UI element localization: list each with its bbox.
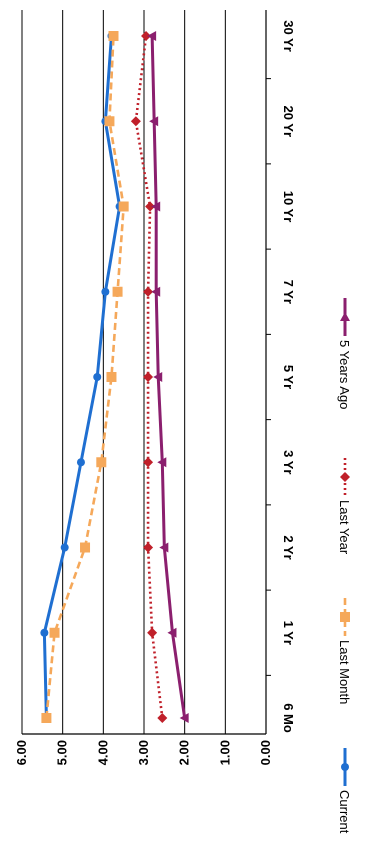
data-point <box>151 201 161 212</box>
category-label: 2 Yr <box>281 535 296 559</box>
legend-marker <box>340 612 350 622</box>
series-layer <box>40 31 189 723</box>
data-point <box>145 201 156 212</box>
legend-entry: 5 Years Ago <box>337 298 352 409</box>
legend-label: Last Year <box>337 500 352 555</box>
category-label: 10 Yr <box>281 191 296 223</box>
category-label: 20 Yr <box>281 105 296 137</box>
category-label: 7 Yr <box>281 280 296 304</box>
data-point <box>60 543 69 552</box>
legend-entry: Last Year <box>337 458 352 555</box>
data-point <box>143 286 154 297</box>
series-last-month <box>41 31 129 723</box>
series-last-year <box>130 31 168 723</box>
data-point <box>141 31 152 41</box>
data-point <box>93 373 102 381</box>
legend-label: Last Month <box>337 640 352 704</box>
y-tick-label: 4.00 <box>95 740 110 765</box>
y-tick-label: 0.00 <box>258 740 273 765</box>
y-tick-label: 2.00 <box>177 740 192 765</box>
legend-entry: Last Month <box>337 598 352 704</box>
y-tick-label: 6.00 <box>14 740 29 765</box>
data-point <box>147 627 158 638</box>
data-point <box>96 457 107 468</box>
legend-entry: Current <box>337 748 352 834</box>
data-point <box>118 201 129 212</box>
tick-labels: 0.00 1.00 2.00 3.00 4.00 5.00 6.00 6 Mo 1 Yr 2 Yr… <box>14 20 296 765</box>
data-point <box>130 116 141 127</box>
legend-marker <box>341 763 349 771</box>
series-line <box>45 35 125 719</box>
legend-label: 5 Years Ago <box>337 340 352 409</box>
legend-marker <box>340 312 350 321</box>
legend: Current Last Month Last Year 5 Years Ago <box>337 298 352 834</box>
data-point <box>157 457 167 468</box>
category-label: 3 Yr <box>281 450 296 474</box>
data-point <box>143 457 154 468</box>
category-label: 6 Mo <box>281 703 296 733</box>
data-point <box>108 31 119 41</box>
data-point <box>112 286 123 297</box>
data-point <box>104 116 115 127</box>
y-tick-label: 1.00 <box>217 740 232 765</box>
data-point <box>157 713 168 723</box>
category-label: 1 Yr <box>281 621 296 645</box>
data-point <box>151 286 161 297</box>
data-point <box>147 31 157 41</box>
y-tick-label: 3.00 <box>136 740 151 765</box>
category-label: 5 Yr <box>281 365 296 389</box>
data-point <box>159 542 169 553</box>
data-point <box>167 627 177 638</box>
data-point <box>41 713 52 723</box>
data-point <box>101 287 110 296</box>
legend-marker <box>340 472 350 482</box>
data-point <box>40 628 49 637</box>
data-point <box>49 627 60 638</box>
axes <box>22 10 271 735</box>
data-point <box>143 542 154 553</box>
series-5-years-ago <box>147 31 189 723</box>
y-tick-label: 5.00 <box>55 740 70 765</box>
data-point <box>76 458 85 467</box>
data-point <box>149 116 159 127</box>
gridlines <box>21 10 226 734</box>
data-point <box>80 542 91 553</box>
legend-label: Current <box>337 790 352 834</box>
category-label: 30 Yr <box>281 20 296 52</box>
data-point <box>106 372 117 382</box>
data-point <box>179 713 189 723</box>
data-point <box>143 372 154 382</box>
data-point <box>153 372 163 382</box>
